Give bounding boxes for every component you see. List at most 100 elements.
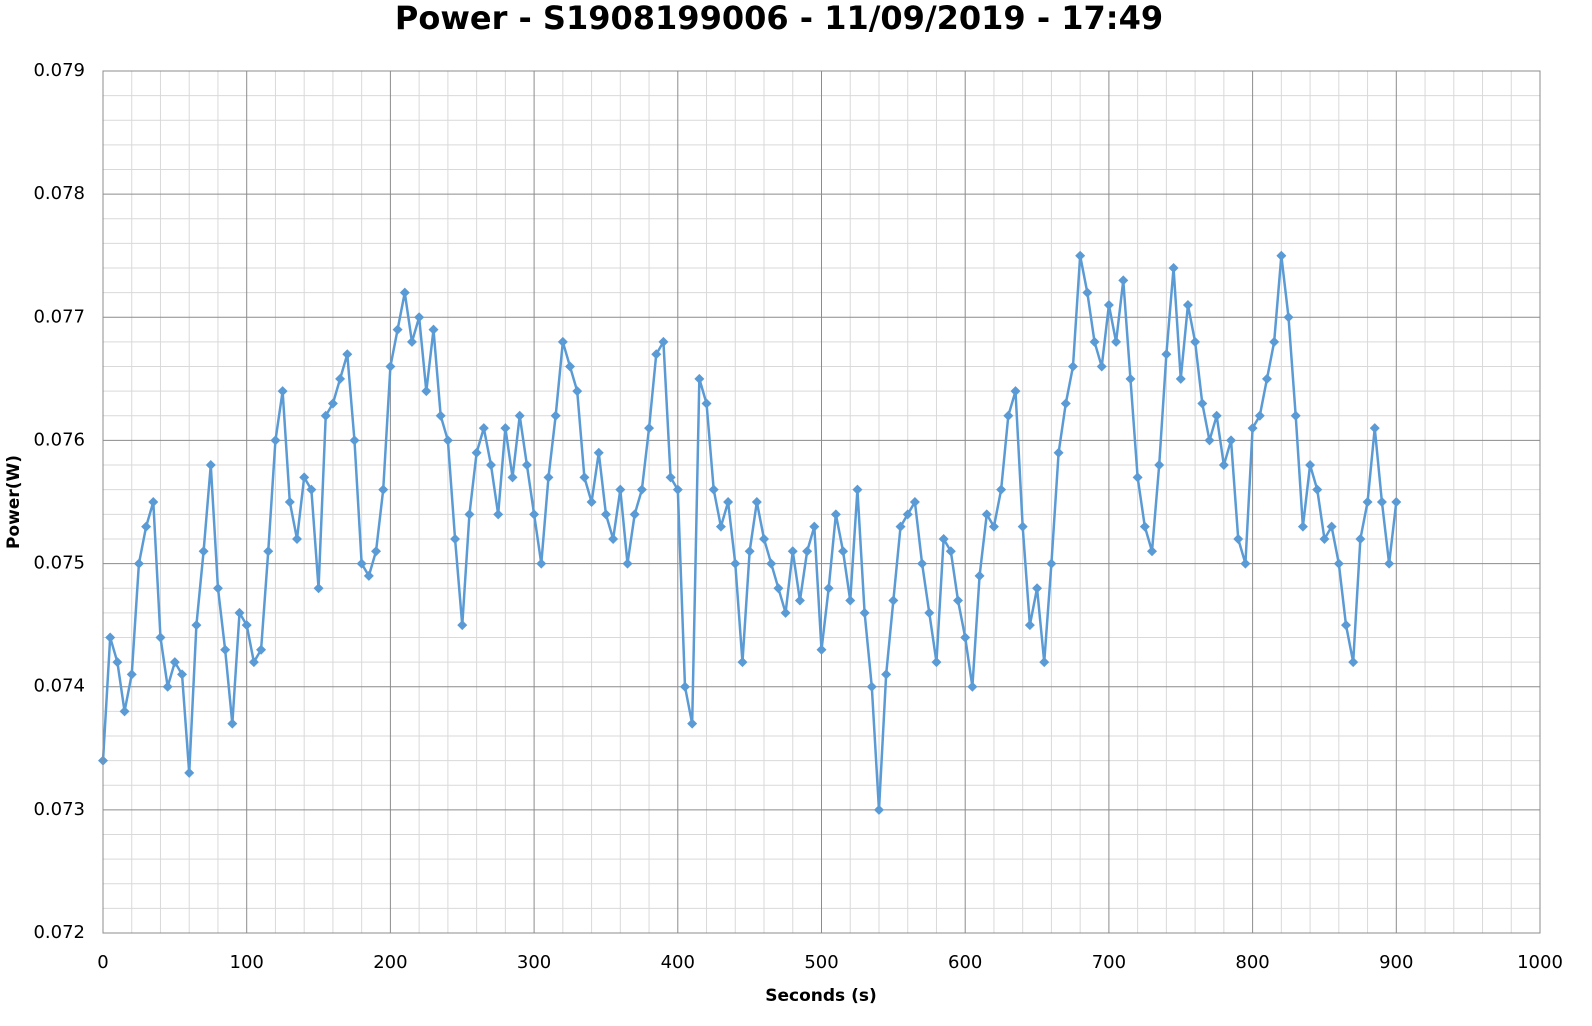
data-point (773, 583, 784, 594)
data-point (830, 509, 841, 520)
data-point (644, 423, 655, 434)
data-point (514, 410, 525, 421)
data-point (751, 497, 762, 507)
data-point (1118, 275, 1129, 286)
data-point (371, 546, 382, 557)
data-point (608, 533, 619, 544)
data-point (320, 410, 331, 421)
data-point (572, 386, 583, 397)
data-point (1175, 373, 1186, 384)
x-axis-title: Seconds (s) (765, 986, 877, 1006)
data-point (493, 509, 504, 520)
data-point (1283, 312, 1294, 323)
data-point (852, 484, 863, 495)
data-point (665, 472, 676, 483)
data-point (148, 497, 159, 507)
data-point (945, 546, 956, 557)
data-point (816, 644, 827, 655)
data-point (1147, 546, 1158, 557)
data-point (744, 546, 755, 557)
data-point (191, 620, 202, 631)
data-point (845, 595, 856, 606)
data-point (507, 472, 518, 483)
chart-title: Power - S1908199006 - 11/09/2019 - 17:49 (395, 0, 1163, 37)
data-point (672, 484, 683, 495)
data-point (335, 373, 346, 384)
data-point (263, 546, 274, 557)
data-point (270, 435, 281, 446)
data-point (1139, 521, 1150, 532)
data-point (1297, 521, 1308, 532)
data-point (579, 472, 590, 483)
x-tick-label: 500 (804, 952, 838, 973)
plot-border (102, 70, 1541, 934)
data-point (435, 410, 446, 421)
data-point (1154, 460, 1165, 471)
data-point (1168, 263, 1179, 274)
data-point (162, 681, 173, 692)
data-point (802, 546, 813, 557)
data-point (234, 607, 245, 618)
data-point (600, 509, 611, 520)
data-point (787, 546, 798, 557)
data-point (924, 607, 935, 618)
data-point (1254, 410, 1265, 421)
x-tick-label: 800 (1235, 952, 1269, 973)
data-point (1362, 497, 1373, 507)
data-point (1075, 250, 1086, 261)
data-point (184, 767, 195, 778)
data-point (1046, 558, 1057, 569)
data-point (119, 706, 130, 717)
data-point (715, 521, 726, 532)
x-tick-label: 900 (1379, 952, 1413, 973)
data-point (227, 718, 238, 729)
data-point (1053, 447, 1064, 458)
data-point (1226, 435, 1237, 446)
data-point (938, 533, 949, 544)
data-point (299, 472, 310, 483)
data-point (306, 484, 317, 495)
data-point (629, 509, 640, 520)
data-point (917, 558, 928, 569)
y-tick-label: 0.077 (33, 306, 85, 327)
data-point (960, 632, 971, 643)
data-point (1103, 299, 1114, 310)
data-point (536, 558, 547, 569)
data-point (112, 657, 123, 668)
data-point (414, 312, 425, 323)
data-point (981, 509, 992, 520)
data-point (1082, 287, 1093, 298)
data-point (651, 349, 662, 360)
data-point (205, 460, 216, 471)
data-point (988, 521, 999, 532)
x-tick-label: 300 (517, 952, 551, 973)
data-point (1161, 349, 1172, 360)
data-point (694, 373, 705, 384)
data-point (356, 558, 367, 569)
data-point (428, 324, 439, 335)
data-point (1003, 410, 1014, 421)
y-axis-title: Power(W) (4, 455, 24, 549)
data-point (1348, 657, 1359, 668)
data-point (133, 558, 144, 569)
data-point (1240, 558, 1251, 569)
data-point (1341, 620, 1352, 631)
data-point (1376, 497, 1387, 507)
data-point (873, 804, 884, 815)
data-point (169, 657, 180, 668)
data-point (636, 484, 647, 495)
x-tick-label: 600 (948, 952, 982, 973)
data-point (1060, 398, 1071, 409)
data-point (557, 336, 568, 347)
data-point (967, 681, 978, 692)
data-point (256, 644, 267, 655)
data-point (759, 533, 770, 544)
data-point (1024, 620, 1035, 631)
data-point (1032, 583, 1043, 594)
y-tick-label: 0.072 (33, 922, 85, 943)
data-point (1384, 558, 1395, 569)
data-point (550, 410, 561, 421)
y-tick-label: 0.078 (33, 183, 85, 204)
data-point (277, 386, 288, 397)
